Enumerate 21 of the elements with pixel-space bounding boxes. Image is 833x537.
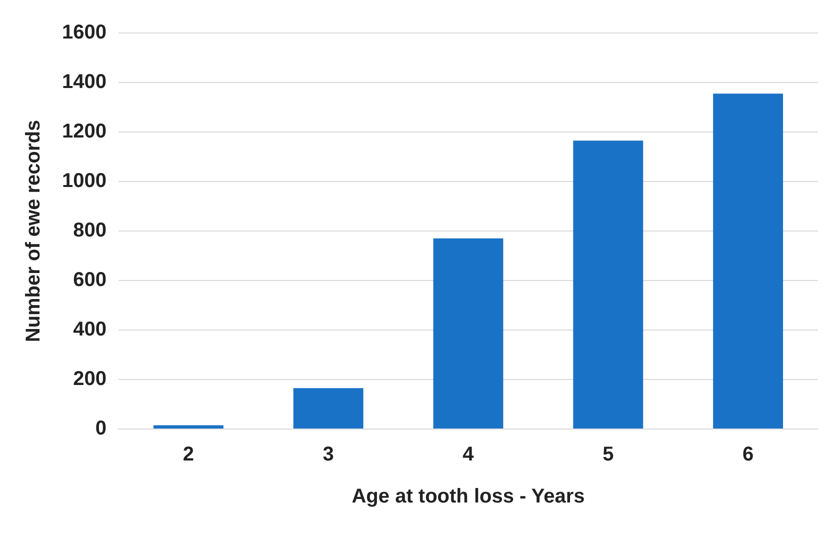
bar <box>713 94 784 428</box>
y-tick-label: 200 <box>73 368 106 390</box>
y-tick-label: 400 <box>73 318 106 341</box>
x-tick-label: 2 <box>182 444 194 466</box>
x-axis-title: Age at tooth loss - Years <box>352 486 585 508</box>
y-tick-label: 1400 <box>62 71 106 94</box>
y-axis-title: Number of ewe records <box>22 120 45 342</box>
y-tick-label: 0 <box>95 418 106 440</box>
bar <box>433 238 504 428</box>
bar <box>153 425 224 428</box>
x-tick-label: 4 <box>462 444 475 466</box>
bar <box>573 140 644 428</box>
y-tick-label: 600 <box>73 269 106 292</box>
y-tick-label: 1200 <box>62 120 106 143</box>
bar <box>293 388 364 428</box>
y-tick-label: 800 <box>73 220 106 242</box>
y-tick-label: 1000 <box>62 170 106 192</box>
y-tick-label: 1600 <box>62 22 106 44</box>
x-tick-label: 5 <box>602 444 614 466</box>
x-tick-label: 3 <box>322 444 334 466</box>
x-tick-label: 6 <box>742 444 754 466</box>
